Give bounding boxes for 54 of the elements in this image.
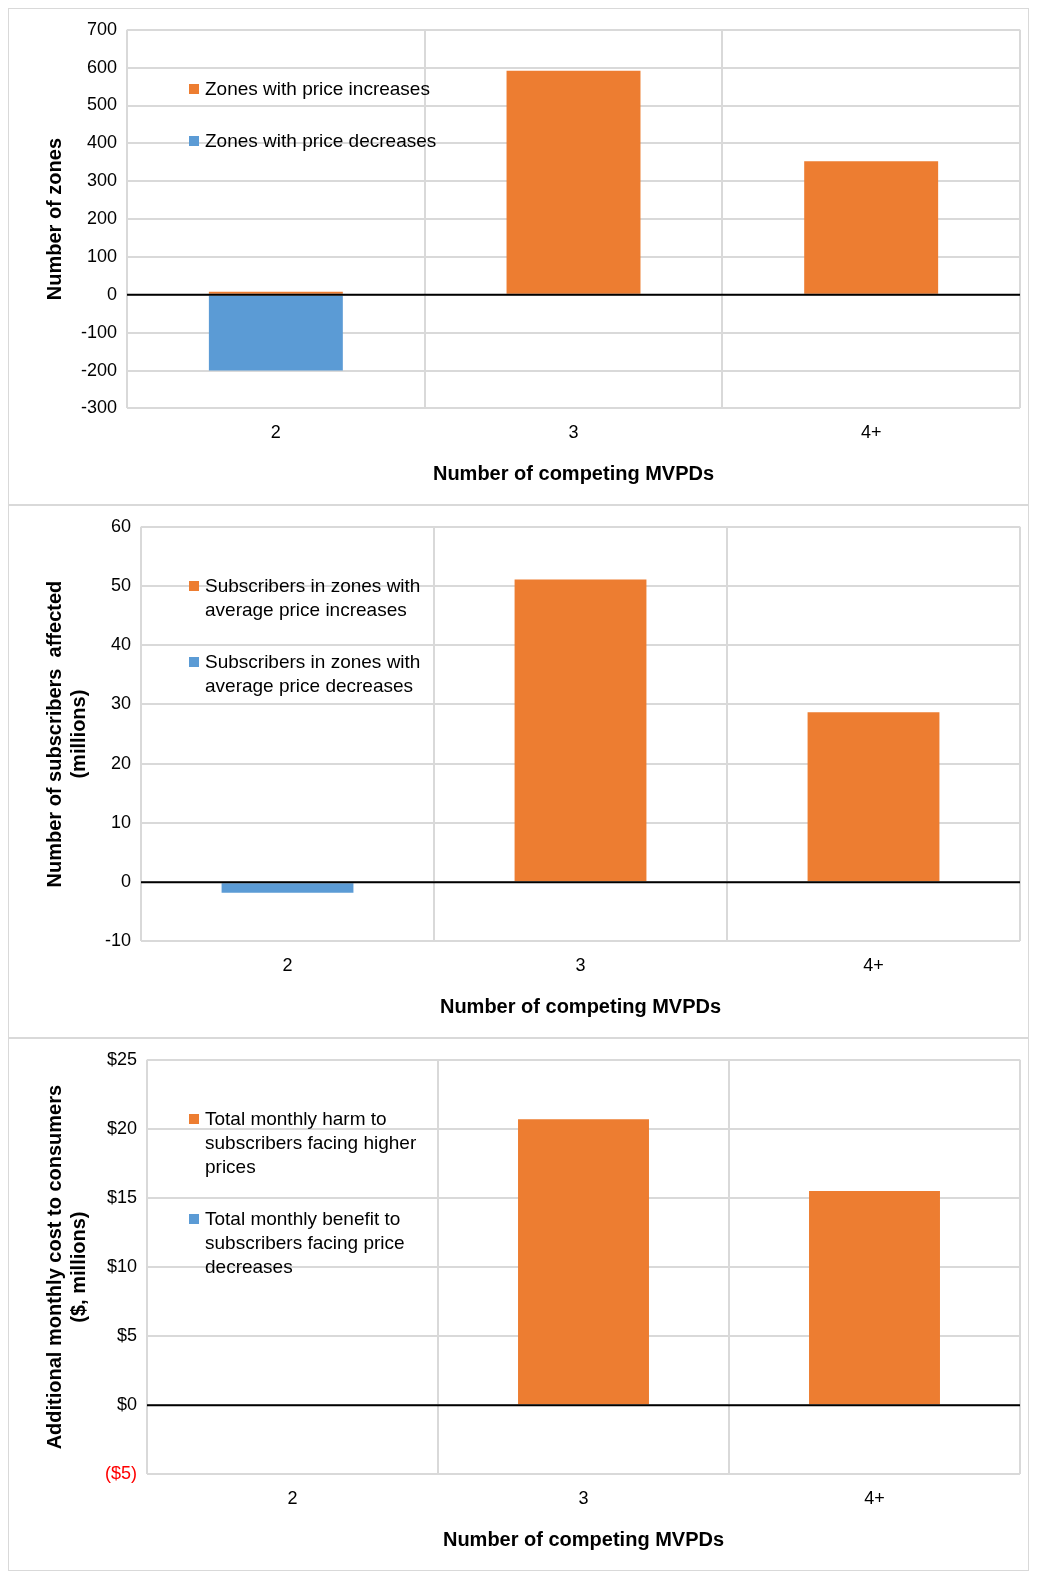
y-tick-label: -100 bbox=[81, 321, 118, 342]
y-tick-label: $20 bbox=[106, 1117, 138, 1138]
y-axis-title: Number of zones bbox=[42, 137, 65, 301]
x-tick-label: 4+ bbox=[863, 955, 884, 976]
y-tick-label: 0 bbox=[107, 283, 118, 304]
y-tick-label: $0 bbox=[116, 1394, 138, 1415]
x-tick-label: 3 bbox=[568, 422, 579, 443]
legend-label: Subscribers in zones with average price decreases bbox=[205, 650, 422, 698]
y-axis-title: Number of subscribers affected (millions) bbox=[42, 580, 89, 888]
y-tick-label: 500 bbox=[86, 94, 118, 115]
y-tick-label: 0 bbox=[121, 871, 132, 892]
x-tick-label: 3 bbox=[578, 1488, 589, 1509]
bar bbox=[807, 712, 940, 882]
legend-label: Zones with price decreases bbox=[205, 129, 437, 153]
legend-label: Total monthly benefit to subscribers facing price decreases bbox=[205, 1207, 406, 1279]
x-axis-title: Number of competing MVPDs bbox=[432, 461, 715, 484]
y-tick-label: 600 bbox=[86, 56, 118, 77]
bar bbox=[221, 883, 354, 893]
bar bbox=[804, 161, 939, 294]
y-axis-title: Additional monthly cost to consumers ($, millions) bbox=[42, 1084, 89, 1450]
y-tick-label: 50 bbox=[110, 575, 132, 595]
bar bbox=[208, 291, 343, 294]
y-tick-label: ($5) bbox=[104, 1463, 138, 1484]
x-tick-label: 4+ bbox=[864, 1488, 885, 1509]
y-tick-label: 60 bbox=[110, 515, 132, 536]
x-axis-title: Number of competing MVPDs bbox=[442, 1527, 725, 1550]
x-tick-label: 2 bbox=[287, 1488, 298, 1509]
x-tick-label: 2 bbox=[270, 422, 281, 443]
legend-label: Zones with price increases bbox=[205, 77, 430, 101]
y-tick-label: $25 bbox=[106, 1048, 138, 1069]
bar bbox=[514, 579, 647, 882]
y-tick-label: 20 bbox=[110, 752, 132, 773]
y-tick-label: -10 bbox=[105, 930, 132, 951]
y-tick-label: $10 bbox=[106, 1256, 138, 1277]
y-tick-label: $15 bbox=[106, 1186, 138, 1207]
legend-label: Subscribers in zones with average price increases bbox=[205, 574, 422, 622]
y-tick-label: 300 bbox=[86, 170, 118, 191]
y-tick-label: $5 bbox=[116, 1325, 138, 1346]
x-tick-label: 4+ bbox=[860, 422, 882, 443]
y-tick-label: -200 bbox=[81, 359, 118, 380]
x-tick-label: 3 bbox=[575, 955, 586, 976]
y-tick-label: -300 bbox=[81, 397, 118, 418]
bar bbox=[506, 70, 641, 294]
y-tick-label: 40 bbox=[110, 634, 132, 655]
y-tick-label: 200 bbox=[86, 208, 118, 229]
y-tick-label: 10 bbox=[110, 811, 132, 832]
x-tick-label: 2 bbox=[282, 955, 293, 976]
y-tick-label: 100 bbox=[86, 245, 118, 266]
legend-label: Total monthly harm to subscribers facing higher prices bbox=[205, 1107, 418, 1179]
y-tick-label: 700 bbox=[86, 18, 118, 39]
y-tick-label: 30 bbox=[110, 693, 132, 714]
y-tick-label: 400 bbox=[86, 132, 118, 153]
bar bbox=[208, 295, 343, 371]
x-axis-title: Number of competing MVPDs bbox=[439, 994, 722, 1017]
